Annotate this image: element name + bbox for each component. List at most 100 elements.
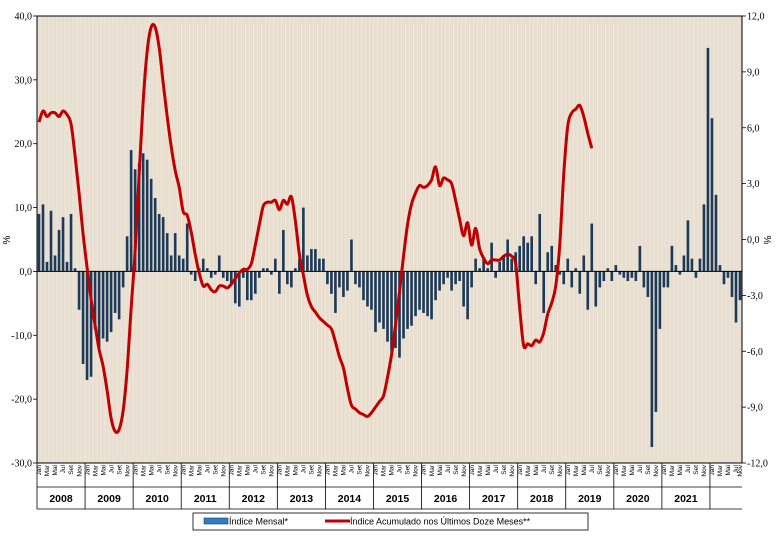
bar: [626, 271, 630, 282]
bar: [278, 271, 281, 294]
month-tick-label: Mar: [92, 464, 99, 476]
bar: [41, 204, 45, 272]
month-tick-label: Mai: [196, 465, 203, 475]
left-axis: 40,0 30,0 20,0 10,0 0,0 -10,0 -20,0 -30,0: [11, 12, 37, 470]
year-label: 2008: [49, 493, 73, 505]
bar: [253, 271, 257, 294]
month-tick-label: Nov: [701, 464, 708, 476]
bar: [686, 220, 690, 272]
bar: [266, 268, 269, 272]
year-label: 2016: [434, 493, 458, 505]
left-tick-label: 20,0: [15, 139, 33, 150]
bar: [522, 236, 526, 272]
bar: [450, 271, 453, 291]
month-tick-label: Set: [405, 465, 412, 475]
month-tick-label: Set: [164, 465, 171, 475]
month-tick-label: Mar: [236, 464, 243, 476]
bar: [65, 261, 69, 272]
bar: [129, 150, 133, 272]
month-tick-label: Jan: [277, 465, 284, 476]
legend-box: [192, 512, 589, 531]
bar: [566, 258, 570, 272]
bar: [694, 271, 698, 278]
bar: [205, 268, 209, 272]
bar: [290, 271, 293, 288]
left-tick-label: 30,0: [15, 75, 33, 86]
bar: [542, 271, 546, 313]
month-tick-label: Mar: [381, 464, 388, 476]
bar: [558, 271, 562, 275]
bar: [193, 271, 197, 282]
bar: [261, 268, 265, 272]
bar: [338, 271, 341, 288]
left-axis-label: %: [2, 235, 13, 244]
bar: [526, 242, 530, 272]
bar: [177, 255, 181, 272]
bar: [638, 245, 642, 272]
right-tick-label: 9,0: [747, 67, 760, 78]
bar: [478, 268, 481, 272]
bar: [161, 217, 165, 272]
bar: [274, 258, 277, 272]
bar: [646, 271, 650, 297]
bar: [209, 271, 213, 278]
bar: [141, 153, 145, 272]
month-tick-label: Jan: [469, 465, 476, 476]
right-tick-label: -12,0: [747, 459, 768, 470]
bar: [173, 233, 177, 272]
bar: [306, 255, 309, 272]
bar-series-monthly-index: [37, 47, 742, 448]
bar: [570, 271, 574, 288]
bar: [286, 271, 289, 285]
month-tick-label: Set: [261, 465, 268, 475]
month-tick-label: Jan: [36, 465, 43, 476]
bar: [374, 271, 377, 333]
bar: [458, 271, 461, 282]
bar: [518, 245, 522, 272]
bar: [594, 271, 598, 307]
bar: [318, 258, 321, 272]
month-tick-label: Mai: [437, 465, 444, 475]
right-axis-label: %: [761, 236, 772, 245]
bar: [602, 271, 606, 282]
bar: [442, 271, 445, 285]
bar: [438, 271, 441, 291]
month-tick-label: Mar: [285, 464, 292, 476]
bar: [366, 271, 369, 307]
month-tick-label: Set: [309, 465, 316, 475]
right-tick-label: 0,0: [747, 235, 760, 246]
bar: [342, 271, 345, 297]
bar: [145, 159, 149, 272]
bar: [302, 207, 305, 272]
bar: [654, 271, 658, 412]
month-tick-label: Nov: [220, 464, 227, 476]
month-tick-label: Mai: [244, 465, 251, 475]
bar: [77, 271, 81, 310]
month-tick-label: Jul: [204, 464, 211, 473]
right-tick-label: 12,0: [747, 12, 765, 23]
bar: [89, 271, 93, 377]
year-label: 2012: [242, 493, 266, 505]
bar: [185, 223, 189, 272]
year-label: 2010: [145, 493, 169, 505]
bar: [690, 258, 694, 272]
bar: [530, 236, 534, 272]
bar: [738, 271, 742, 301]
bar: [398, 271, 401, 358]
bar: [642, 271, 646, 288]
month-tick-label: Nov: [269, 464, 276, 476]
month-tick-label: Nov: [605, 464, 612, 476]
bar: [121, 271, 125, 288]
bar: [69, 213, 73, 272]
month-tick-label: Nov: [557, 464, 564, 476]
month-tick-label: Nov: [365, 464, 372, 476]
month-tick-label: Mar: [188, 464, 195, 476]
bar: [486, 268, 489, 272]
bar: [614, 265, 618, 272]
bar: [157, 213, 161, 272]
bar: [298, 258, 301, 272]
year-label: 2014: [338, 493, 362, 505]
month-tick-label: Jan: [661, 465, 668, 476]
gridlines: [36, 16, 743, 463]
month-tick-label: Jan: [325, 465, 332, 476]
